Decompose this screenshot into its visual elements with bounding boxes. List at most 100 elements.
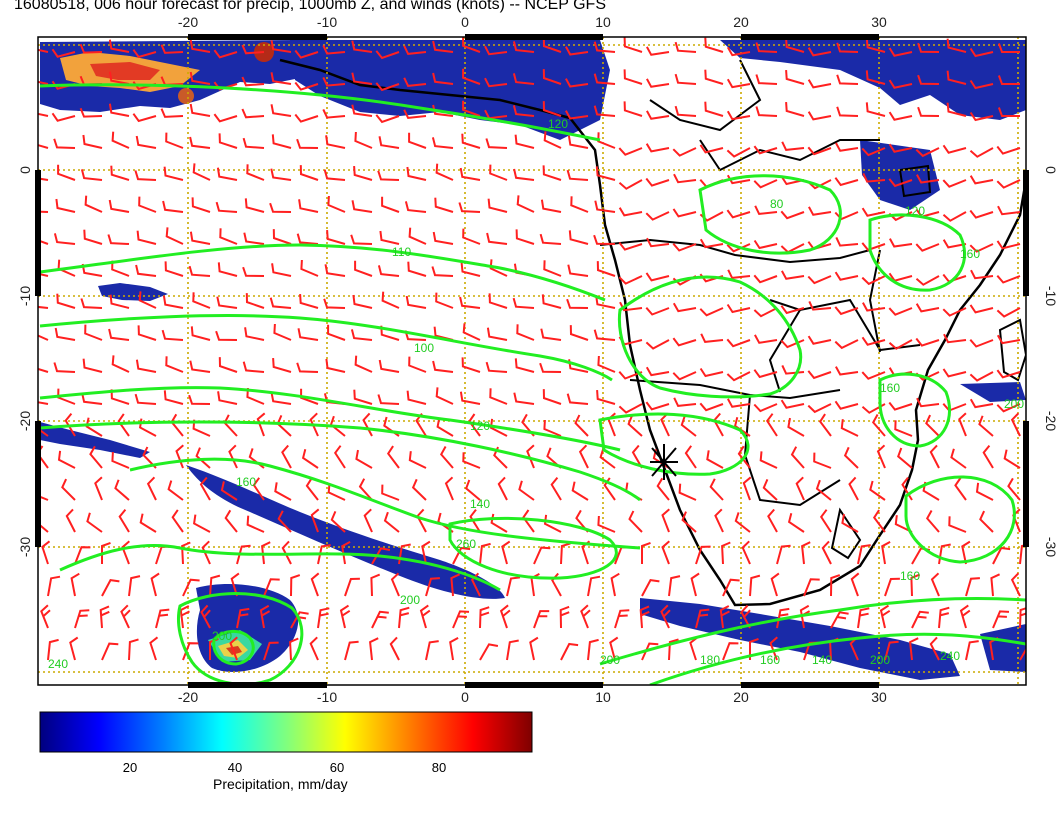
wind-barb <box>888 339 913 350</box>
wind-barb <box>969 371 994 382</box>
wind-barb <box>753 145 778 155</box>
wind-barb <box>787 512 805 533</box>
wind-barb <box>281 540 292 565</box>
wind-barb <box>884 640 899 661</box>
wind-barb <box>970 269 994 280</box>
wind-barb <box>540 328 562 341</box>
wind-barb <box>351 104 373 117</box>
wind-barb <box>961 540 971 565</box>
wind-barb <box>377 394 400 405</box>
contour-east-160 <box>868 213 966 292</box>
wind-barb <box>969 243 994 253</box>
wind-barb <box>241 44 265 55</box>
wind-barb <box>136 230 157 245</box>
wind-barb <box>543 131 562 149</box>
wind-barb <box>195 447 211 469</box>
wind-barb <box>489 259 508 277</box>
wind-barb <box>780 175 805 186</box>
wind-barb <box>209 574 221 597</box>
wind-barb <box>299 294 319 309</box>
wind-barb <box>656 477 670 501</box>
wind-barb <box>915 243 940 252</box>
wind-barb <box>109 294 130 309</box>
wind-barb <box>161 329 184 341</box>
wind-barb <box>888 47 913 57</box>
wind-barb <box>787 417 805 437</box>
wind-barb <box>297 328 319 341</box>
wind-barb <box>218 133 238 149</box>
wind-barb <box>38 177 49 181</box>
wind-barb <box>272 229 292 245</box>
wind-barb <box>570 196 589 213</box>
wind-barb <box>223 414 238 437</box>
wind-barb <box>916 397 940 408</box>
wind-barb <box>435 292 454 309</box>
wind-barb <box>540 199 562 213</box>
wind-barb <box>597 132 616 149</box>
wind-barb <box>277 510 292 533</box>
wind-barb <box>165 227 184 245</box>
wind-barb <box>593 105 616 117</box>
wind-barb <box>841 513 859 533</box>
wind-barb <box>992 610 1010 629</box>
wind-barb <box>459 296 481 309</box>
wind-barb <box>506 576 521 597</box>
wind-barb <box>721 541 731 565</box>
wind-barb <box>241 76 265 87</box>
wind-barb <box>378 359 400 373</box>
wind-barb <box>726 371 751 382</box>
wind-barb <box>645 339 670 350</box>
wind-barb <box>38 367 49 373</box>
wind-barb <box>618 403 643 414</box>
contour-label: 160 <box>760 653 780 667</box>
wind-barb <box>965 640 979 661</box>
wind-barb <box>674 73 697 85</box>
wind-barb <box>108 39 130 53</box>
contour-label: 200 <box>600 653 620 667</box>
wind-barb <box>699 144 724 154</box>
wind-barb <box>322 76 346 87</box>
wind-barb <box>375 114 400 124</box>
wind-barb <box>542 389 562 405</box>
wind-barb <box>199 476 211 501</box>
wind-barb <box>754 205 778 215</box>
wind-barb <box>217 262 238 277</box>
wind-barb <box>294 49 319 59</box>
wind-barb <box>925 510 940 533</box>
wind-barb <box>781 270 805 280</box>
wind-barb <box>869 480 886 501</box>
wind-barb <box>639 605 650 629</box>
wind-barb <box>289 637 299 661</box>
wind-barb <box>881 541 891 565</box>
wind-barb <box>776 607 790 629</box>
lon-label: -20 <box>178 14 198 30</box>
wind-barb <box>38 427 49 437</box>
wind-barb <box>449 637 459 661</box>
wind-barb <box>322 108 346 119</box>
wind-barb <box>458 202 481 213</box>
wind-barb <box>352 294 373 309</box>
contour-low-outer <box>177 592 304 685</box>
wind-barb <box>489 388 508 405</box>
wind-barb <box>462 228 481 245</box>
wind-barb <box>236 544 251 565</box>
wind-barb <box>324 264 346 277</box>
wind-barb <box>948 516 967 533</box>
wind-barb <box>807 47 832 57</box>
wind-barb <box>795 476 805 501</box>
wind-barb <box>969 209 994 219</box>
wind-barb <box>217 391 238 405</box>
wind-barb <box>759 451 778 469</box>
wind-barb <box>299 165 319 181</box>
wind-barb <box>434 197 454 213</box>
wind-barb <box>762 479 778 501</box>
wind-barb <box>256 412 266 437</box>
wind-barb <box>479 643 499 661</box>
wind-barb <box>515 229 535 245</box>
wind-barb <box>713 412 724 437</box>
wind-barb <box>57 164 76 181</box>
height-contours <box>39 83 1026 685</box>
wind-barb <box>341 541 351 565</box>
wind-barb <box>673 173 697 184</box>
wind-barb <box>631 444 643 469</box>
